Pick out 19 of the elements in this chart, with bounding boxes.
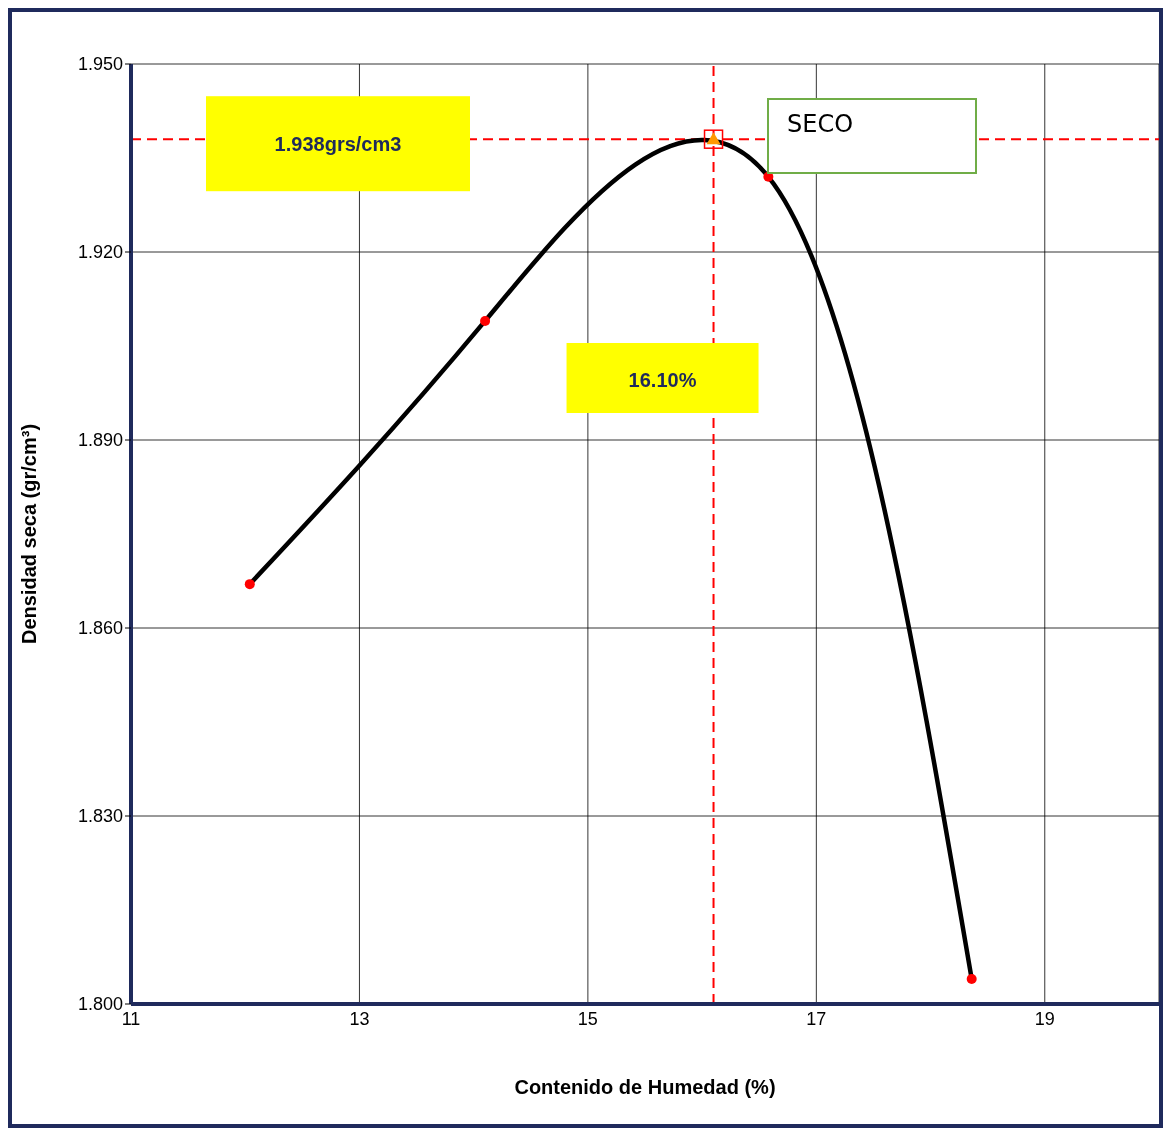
y-tick-label: 1.950 [77, 54, 123, 75]
x-tick-label: 13 [349, 1008, 370, 1029]
y-tick-label: 1.830 [77, 806, 123, 827]
x-tick-label: 19 [1034, 1008, 1055, 1029]
point [480, 315, 491, 326]
x-axis-title: Contenido de Humedad (%) [514, 1076, 776, 1098]
y-tick-label: 1.890 [77, 430, 123, 451]
y-tick-label: 1.800 [77, 994, 123, 1015]
y-axis-title: Densidad seca (gr/cm³) [18, 423, 40, 645]
ref-line-label: 16.10% [628, 369, 697, 391]
point [244, 579, 255, 590]
x-tick-label: 17 [806, 1008, 827, 1029]
x-tick-label: 11 [121, 1008, 141, 1029]
y-tick-label: 1.860 [77, 618, 123, 639]
y-tick-label: 1.920 [77, 242, 123, 263]
point [966, 973, 977, 984]
x-tick-label: 15 [577, 1008, 598, 1029]
annotation: SECO [787, 110, 854, 138]
ref-line-label: 1.938grs/cm3 [274, 133, 402, 156]
